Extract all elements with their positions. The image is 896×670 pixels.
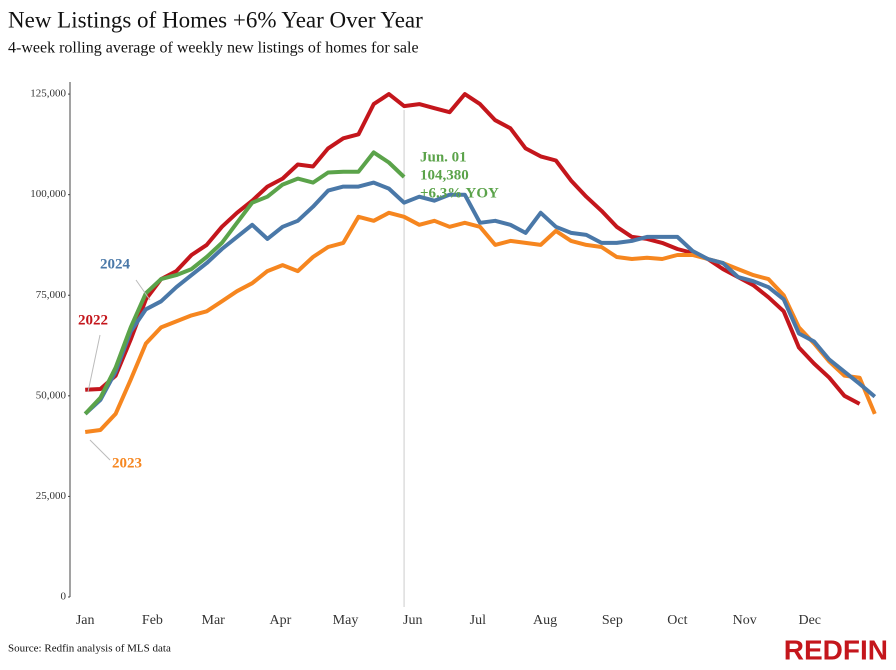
- series-label: 2023: [112, 455, 142, 471]
- chart-subtitle: 4-week rolling average of weekly new lis…: [8, 40, 419, 57]
- series-line: [84, 210, 877, 434]
- y-tick-label: 50,000: [36, 389, 67, 401]
- y-tick-label: 100,000: [30, 188, 66, 200]
- x-tick-label: Jan: [76, 613, 95, 628]
- x-tick-label: Aug: [533, 613, 557, 628]
- annotation: Jun. 01: [420, 149, 467, 165]
- source-note: Source: Redfin analysis of MLS data: [8, 643, 171, 655]
- series-line: [85, 92, 861, 406]
- x-tick-label: Jun: [403, 613, 422, 628]
- x-tick-label: Mar: [202, 613, 226, 628]
- x-tick-label: Jul: [470, 613, 486, 628]
- chart-title: New Listings of Homes +6% Year Over Year: [8, 7, 423, 32]
- brand-logo: REDFIN: [784, 634, 888, 665]
- x-tick-label: Feb: [142, 613, 163, 628]
- label-leader: [89, 439, 111, 461]
- x-tick-label: Dec: [798, 613, 821, 628]
- x-tick-label: Apr: [270, 613, 292, 628]
- series-label: 2024: [100, 256, 131, 272]
- series-line: [83, 180, 877, 416]
- label-leader: [87, 334, 101, 393]
- y-tick-label: 0: [61, 591, 67, 603]
- annotation: 104,380: [420, 167, 469, 183]
- x-tick-label: May: [333, 613, 359, 628]
- y-tick-label: 75,000: [36, 289, 67, 301]
- series-label: 2022: [78, 312, 108, 328]
- y-tick-label: 125,000: [30, 88, 66, 100]
- x-tick-label: Oct: [667, 613, 687, 628]
- y-tick-label: 25,000: [36, 490, 67, 502]
- series-line: [83, 150, 406, 416]
- label-leader: [135, 279, 151, 301]
- x-tick-label: Sep: [602, 613, 623, 628]
- annotation: +6.3% YOY: [420, 185, 499, 201]
- x-tick-label: Nov: [733, 613, 757, 628]
